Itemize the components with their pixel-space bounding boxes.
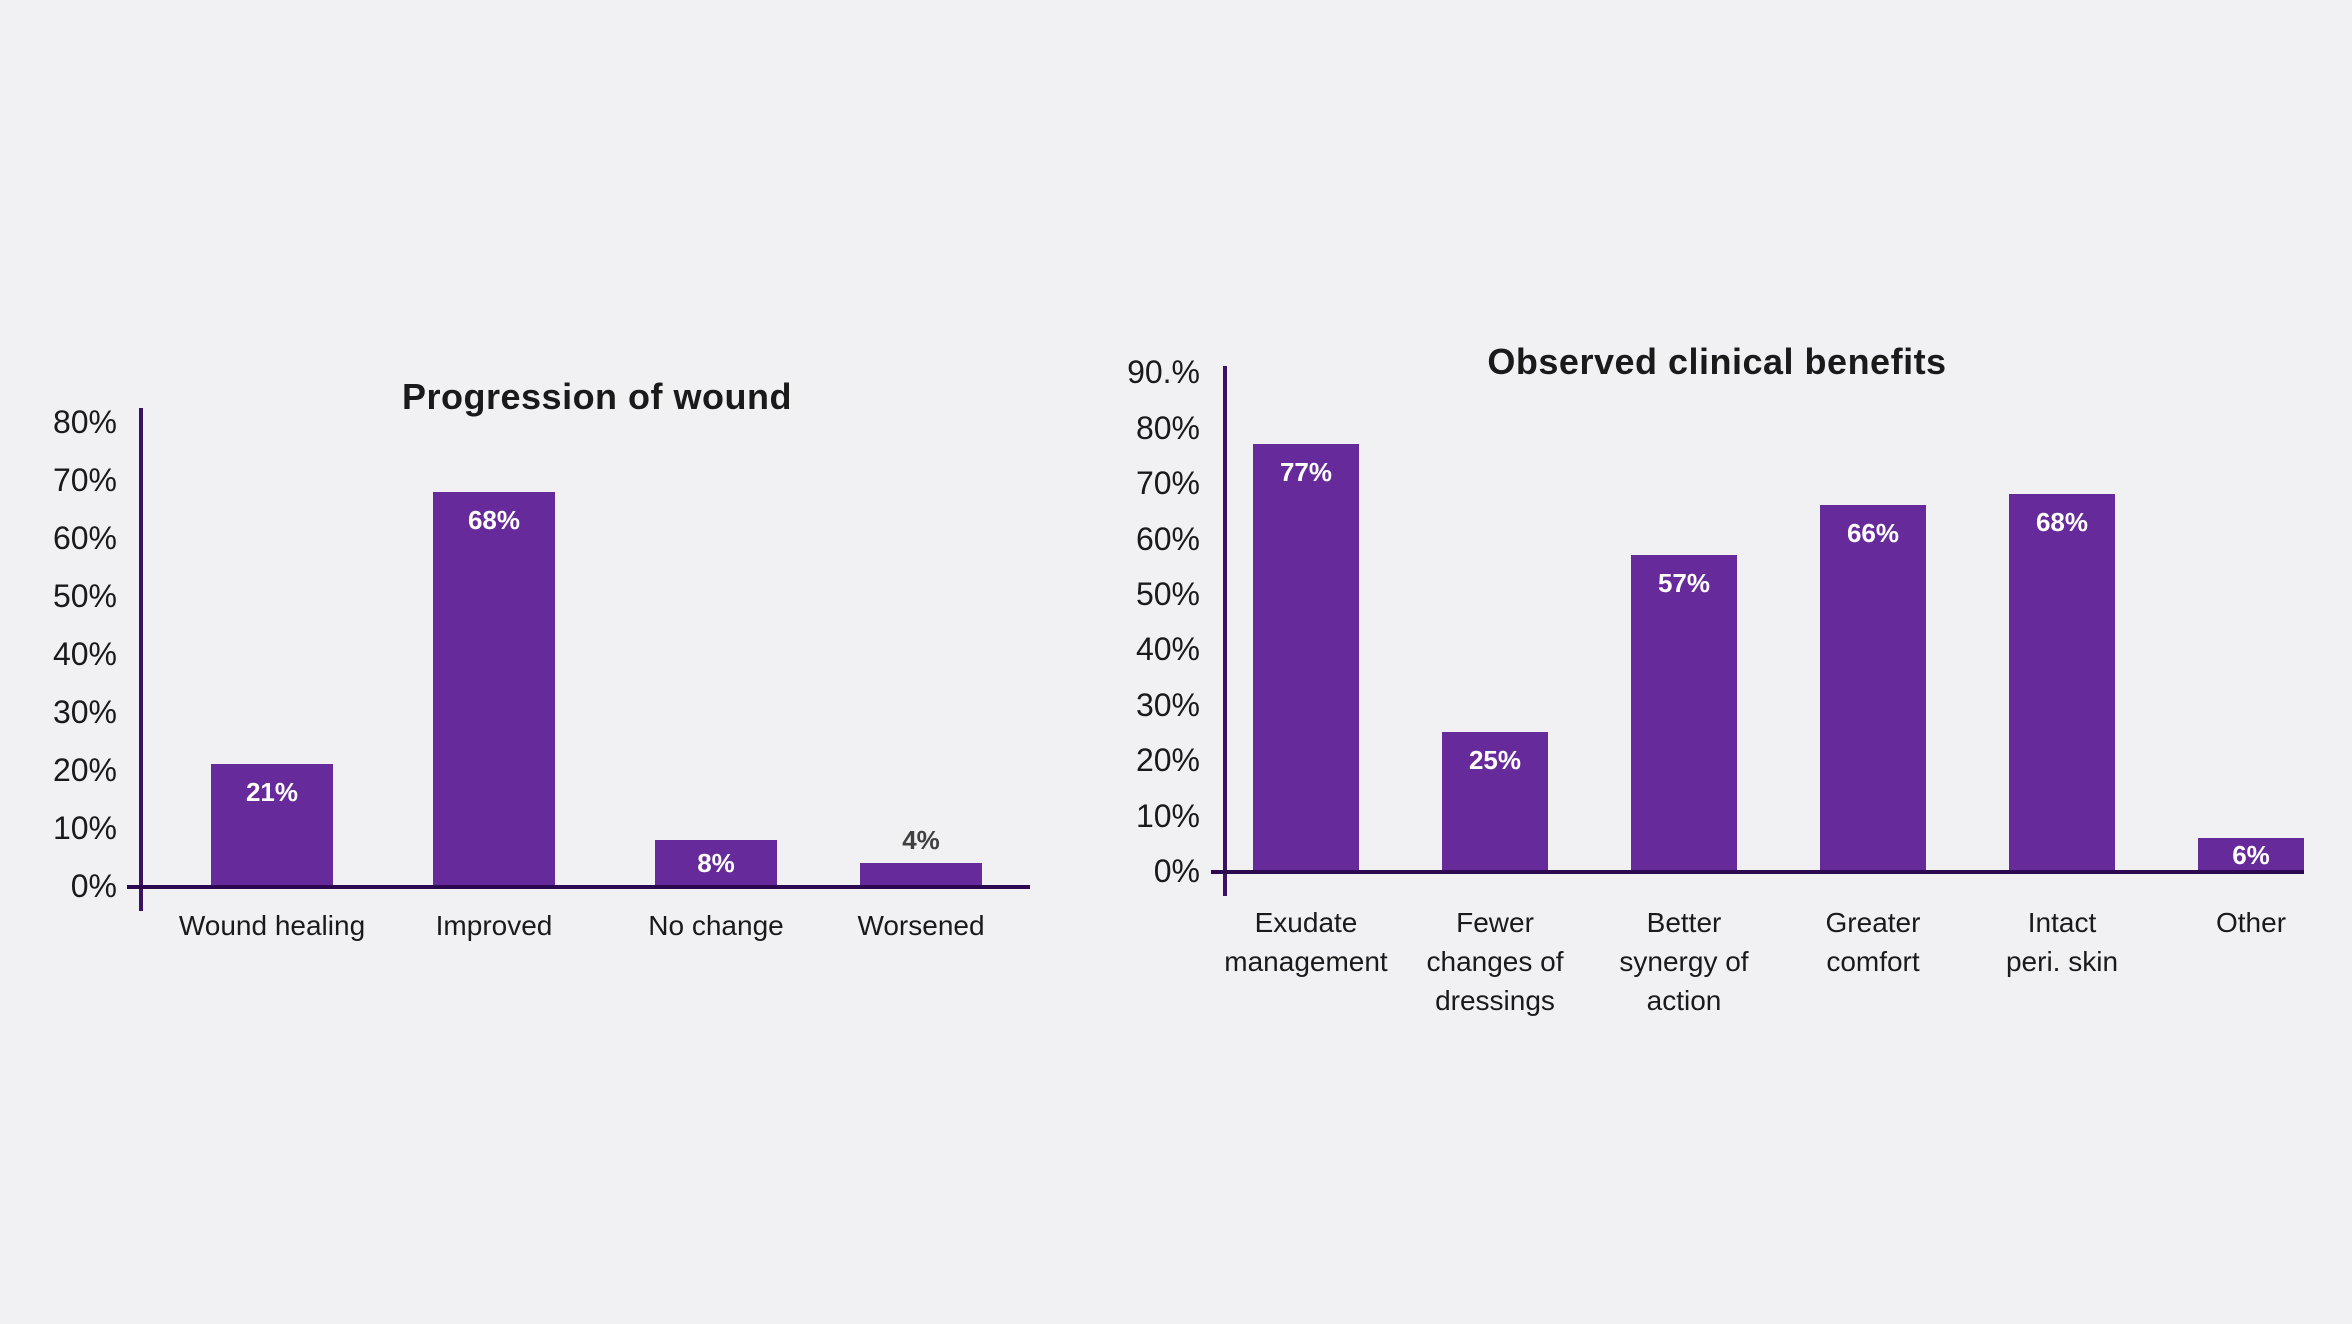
y-tick-label: 30% [52, 694, 117, 730]
y-tick-label: 40% [1135, 631, 1200, 667]
bar-1: 77% [1253, 444, 1359, 871]
x-category-label: Other [2215, 907, 2287, 938]
chart-title-observed-clinical-benefits: Observed clinical benefits [1487, 341, 1947, 382]
bar-value-label: 77% [1279, 457, 1333, 487]
bar-1: 21% [211, 764, 333, 886]
y-tick-label: 50% [52, 578, 117, 614]
bar-value-label: 25% [1468, 745, 1522, 775]
x-category-label: Better synergy of action [1619, 907, 1749, 1016]
y-tick-label: 20% [52, 752, 117, 788]
bar-value-label: 4% [902, 825, 940, 855]
x-category-label: Exudate management [1224, 907, 1388, 977]
y-tick-label: 80% [1135, 410, 1200, 446]
y-tick-label: 0% [70, 868, 117, 904]
y-tick-label: 90.% [1127, 354, 1200, 390]
bar-value-label: 57% [1657, 568, 1711, 598]
y-tick-label: 70% [52, 462, 117, 498]
y-tick-label: 40% [52, 636, 117, 672]
y-tick-label: 80% [52, 404, 117, 440]
bar-value-label: 8% [697, 848, 735, 878]
x-category-label: Fewer changes of dressings [1426, 907, 1564, 1016]
y-axis-line [1223, 366, 1227, 896]
bar-value-label: 68% [467, 505, 521, 535]
chart-title-progression-of-wound: Progression of wound [401, 376, 793, 417]
y-tick-label: 20% [1135, 742, 1200, 778]
x-axis-line [1211, 870, 2304, 874]
bar-value-label: 6% [2232, 840, 2270, 870]
y-tick-label: 0% [1153, 853, 1200, 889]
bar-6: 6% [2198, 838, 2304, 871]
x-category-label: Worsened [857, 910, 985, 941]
x-category-label: Greater comfort [1825, 907, 1921, 977]
bar-2: 68% [433, 492, 555, 886]
bar-value-label: 68% [2035, 507, 2089, 537]
y-tick-label: 50% [1135, 576, 1200, 612]
y-tick-label: 10% [52, 810, 117, 846]
x-category-label: No change [648, 910, 784, 941]
y-tick-label: 70% [1135, 465, 1200, 501]
bar-3: 8% [655, 840, 777, 886]
x-category-label: Wound healing [178, 910, 366, 941]
y-tick-label: 30% [1135, 687, 1200, 723]
bar-5: 68% [2009, 494, 2115, 871]
x-category-label: Improved [435, 910, 553, 941]
x-axis-line [127, 885, 1030, 889]
bar-4: 66% [1820, 505, 1926, 871]
y-tick-label: 60% [1135, 521, 1200, 557]
bar-3: 57% [1631, 555, 1737, 871]
y-tick-label: 60% [52, 520, 117, 556]
y-axis-line [139, 408, 143, 911]
x-category-label: Intact peri. skin [2005, 907, 2119, 977]
y-tick-label: 10% [1135, 798, 1200, 834]
bar-value-label: 66% [1846, 518, 1900, 548]
bar-value-label: 21% [245, 777, 299, 807]
bar-4 [860, 863, 982, 886]
bar-2: 25% [1442, 732, 1548, 871]
